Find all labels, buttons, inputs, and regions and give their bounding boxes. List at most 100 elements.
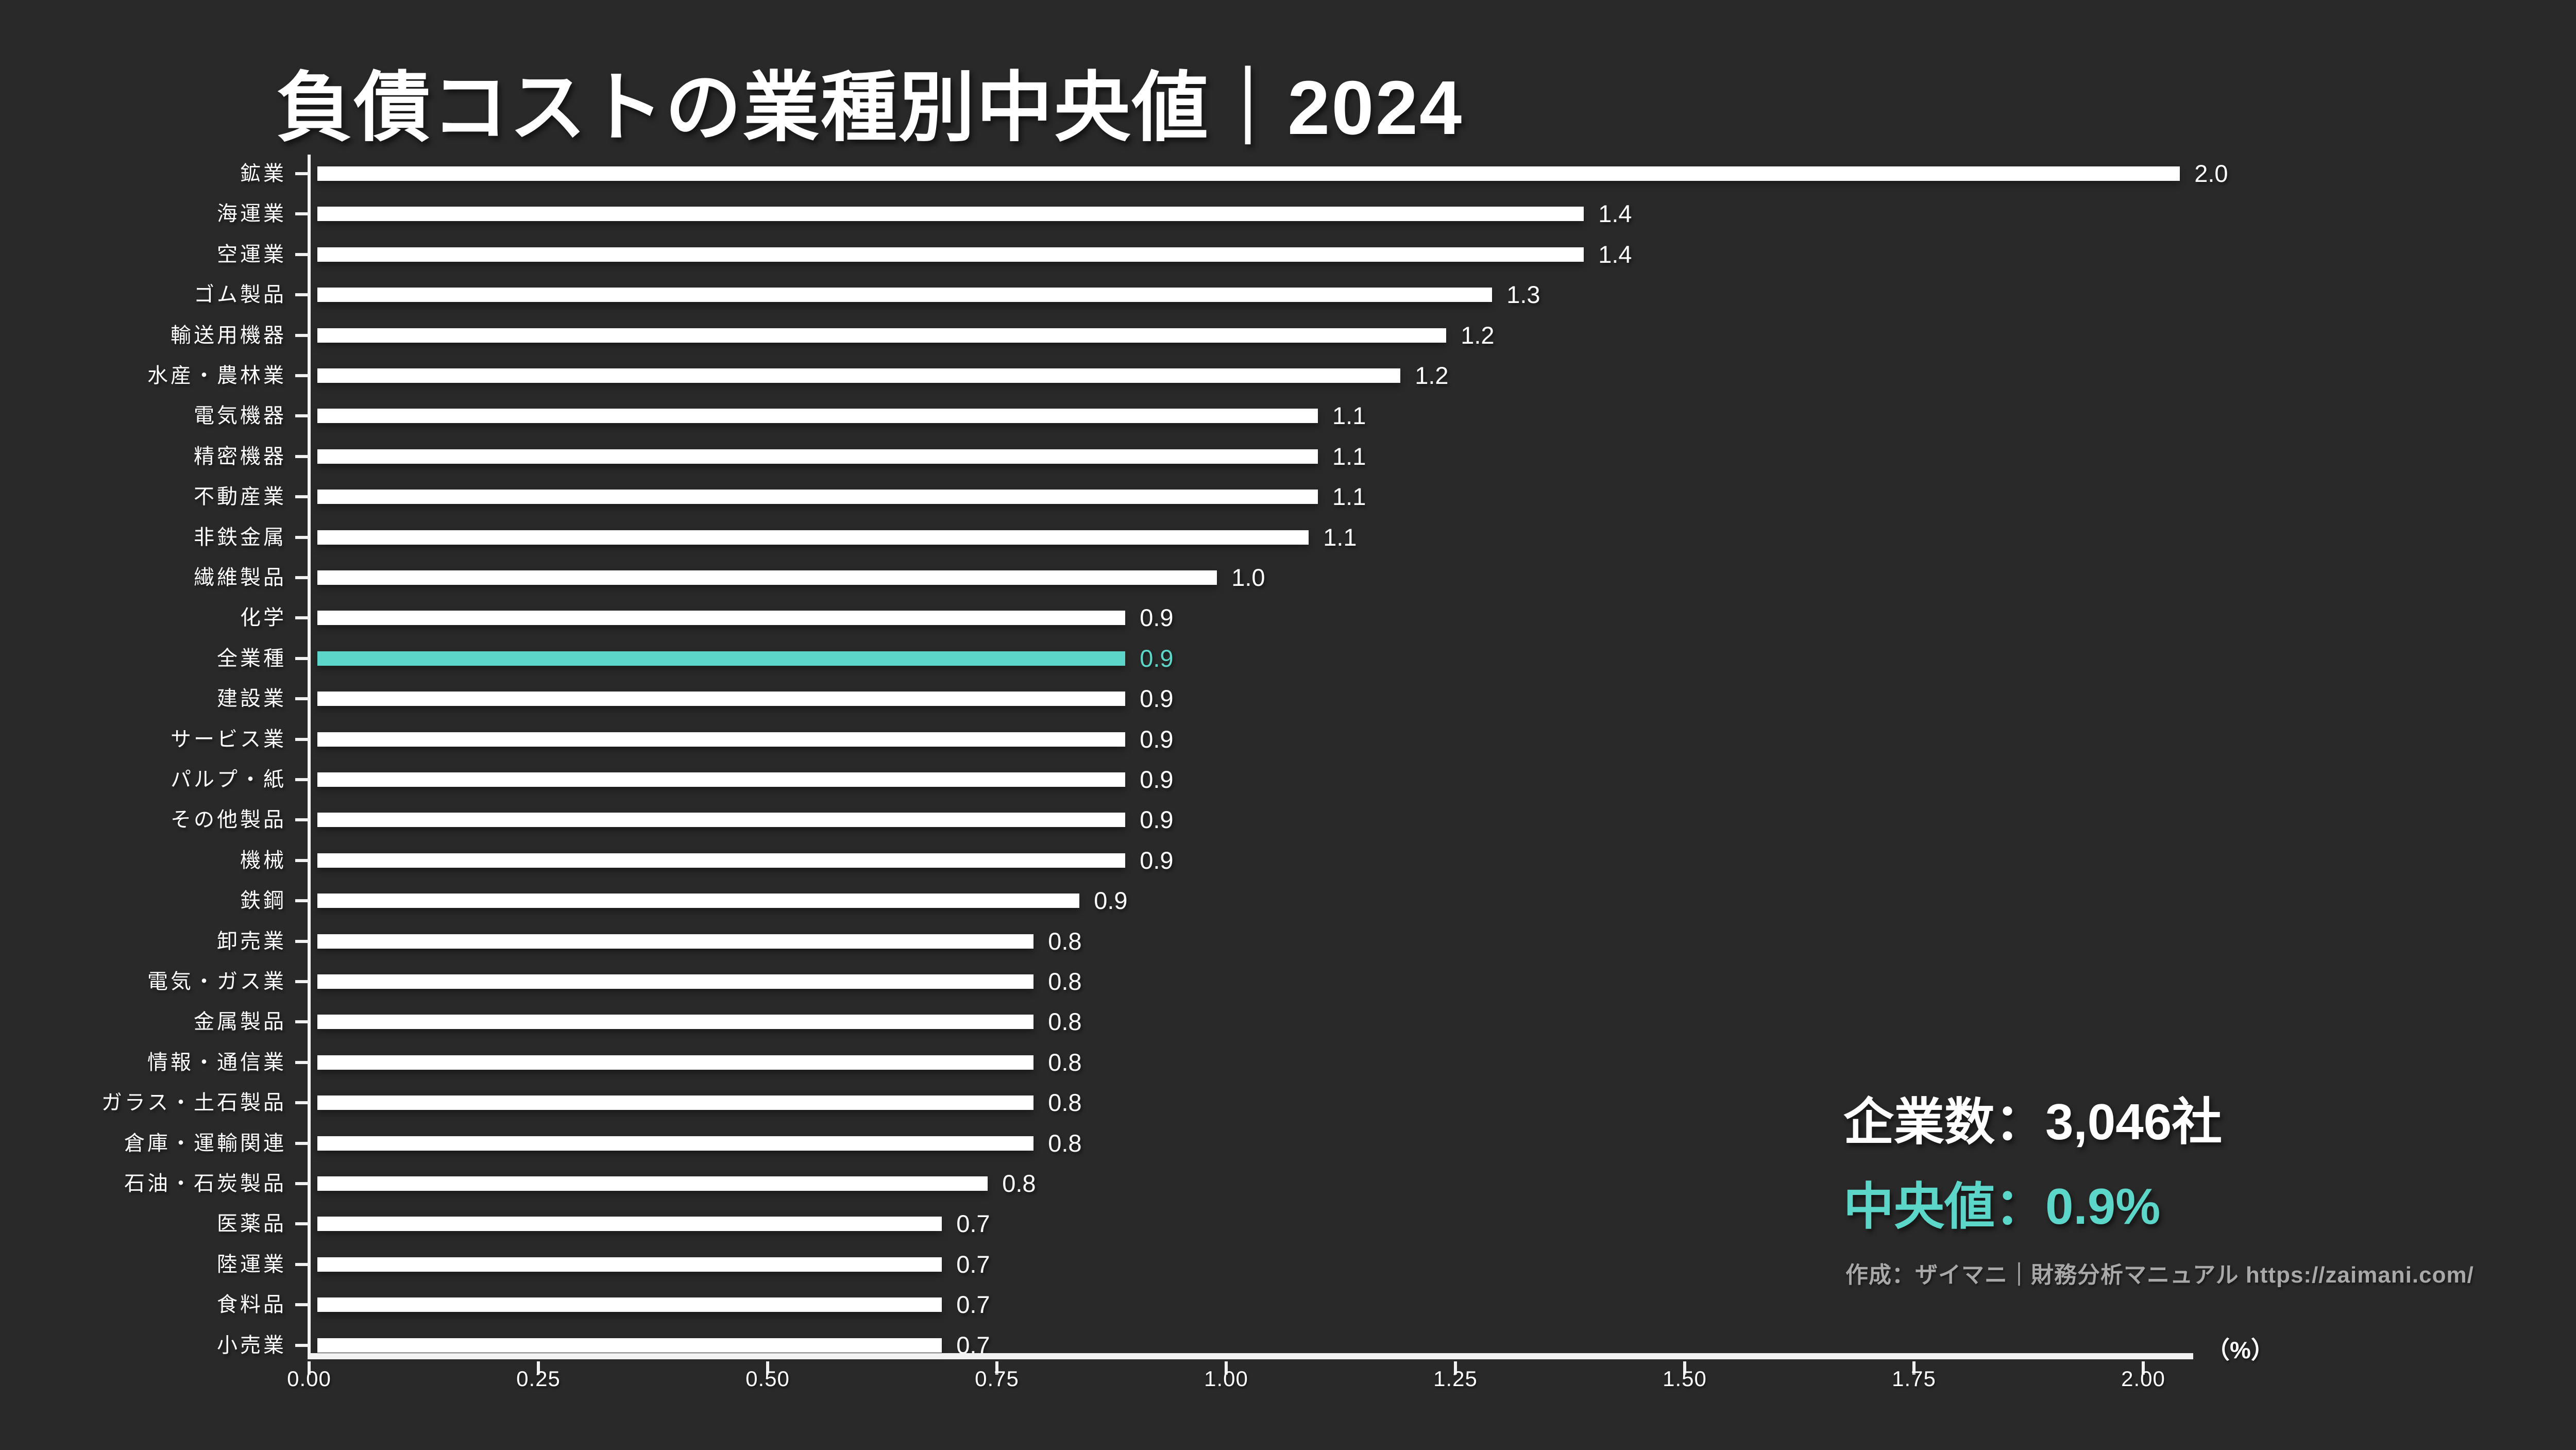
x-axis-tick xyxy=(1912,1361,1916,1375)
x-axis-tick-label: 2.00 xyxy=(2121,1367,2165,1391)
bar-value-label: 0.8 xyxy=(1048,968,1082,995)
category-label: サービス業 xyxy=(171,728,286,751)
category-label: 建設業 xyxy=(217,687,286,711)
bar xyxy=(317,732,1126,747)
bar-value-label: 1.2 xyxy=(1461,321,1495,349)
bar-value-label: 0.9 xyxy=(1140,685,1174,713)
bar xyxy=(317,893,1080,908)
bar xyxy=(317,449,1318,464)
bar-value-label: 0.7 xyxy=(956,1291,990,1319)
x-axis-line xyxy=(308,1353,2193,1359)
y-axis-tick xyxy=(295,333,308,337)
bar xyxy=(317,611,1126,626)
bar xyxy=(317,207,1584,222)
bar xyxy=(317,853,1126,868)
bar-value-label: 0.8 xyxy=(1002,1170,1036,1197)
x-axis-tick-label: 1.00 xyxy=(1204,1367,1248,1391)
category-label: 食料品 xyxy=(217,1293,286,1317)
category-label: 繊維製品 xyxy=(194,566,286,589)
bar xyxy=(317,934,1034,949)
y-axis-tick xyxy=(295,1101,308,1105)
y-axis-tick xyxy=(295,374,308,377)
bar xyxy=(317,166,2180,181)
bar xyxy=(317,1297,942,1312)
y-axis-tick xyxy=(295,414,308,418)
y-axis-tick xyxy=(295,899,308,903)
y-axis-tick xyxy=(295,1182,308,1185)
category-label: 機械 xyxy=(240,849,286,872)
bar-value-label: 1.4 xyxy=(1598,240,1632,268)
x-axis-tick xyxy=(1225,1361,1228,1375)
bar-value-label: 1.1 xyxy=(1332,402,1366,430)
bar-value-label: 0.8 xyxy=(1048,927,1082,955)
y-axis-tick xyxy=(295,1303,308,1307)
y-axis-tick xyxy=(295,939,308,943)
bar xyxy=(317,570,1217,585)
y-axis-tick xyxy=(295,697,308,701)
y-axis-tick xyxy=(295,1141,308,1145)
category-label: 精密機器 xyxy=(194,445,286,468)
bar xyxy=(317,530,1309,545)
y-axis-tick xyxy=(295,576,308,579)
companies-count-text: 企業数：3,046社 xyxy=(1843,1093,2223,1150)
y-axis-tick xyxy=(295,535,308,539)
x-axis-tick-label: 1.75 xyxy=(1892,1367,1936,1391)
x-axis-tick-label: 0.75 xyxy=(975,1367,1019,1391)
bar xyxy=(317,974,1034,989)
bar-highlight xyxy=(317,651,1126,666)
bar-value-label: 1.1 xyxy=(1332,442,1366,470)
y-axis-tick xyxy=(295,858,308,862)
bar-value-label: 0.8 xyxy=(1048,1008,1082,1036)
bar xyxy=(317,1055,1034,1070)
category-label: 小売業 xyxy=(217,1334,286,1357)
category-label: 電気機器 xyxy=(194,404,286,428)
bar xyxy=(317,692,1126,706)
bar xyxy=(317,1176,988,1191)
y-axis-tick xyxy=(295,212,308,216)
bar xyxy=(317,1015,1034,1030)
bar xyxy=(317,490,1318,504)
x-axis-tick xyxy=(1683,1361,1686,1375)
y-axis-tick xyxy=(295,656,308,660)
y-axis-tick xyxy=(295,172,308,175)
category-label: 化学 xyxy=(240,606,286,630)
bar-value-label: 1.3 xyxy=(1506,281,1540,309)
bar-value-label: 0.9 xyxy=(1140,766,1174,793)
y-axis-tick xyxy=(295,818,308,822)
category-label: 海運業 xyxy=(217,203,286,226)
y-axis-tick xyxy=(295,454,308,458)
y-axis-tick xyxy=(295,1262,308,1266)
bar xyxy=(317,772,1126,787)
category-label: 鉱業 xyxy=(240,162,286,185)
category-label: パルプ・紙 xyxy=(171,768,286,791)
x-axis-tick-label: 0.50 xyxy=(745,1367,790,1391)
x-axis-tick xyxy=(995,1361,998,1375)
bar xyxy=(317,1257,942,1272)
category-label: 金属製品 xyxy=(194,1010,286,1034)
category-label: ガラス・土石製品 xyxy=(101,1091,286,1115)
bar-value-label: 1.0 xyxy=(1231,564,1265,591)
x-axis-tick-label: 1.25 xyxy=(1433,1367,1478,1391)
bar-value-label: 0.8 xyxy=(1048,1089,1082,1117)
y-axis-tick xyxy=(295,1343,308,1347)
category-label: 空運業 xyxy=(217,243,286,266)
bar-value-label: 0.9 xyxy=(1094,887,1128,915)
bar xyxy=(317,288,1493,302)
bar-value-label: 1.1 xyxy=(1323,523,1357,551)
category-label: 陸運業 xyxy=(217,1253,286,1276)
bar-value-label: 0.8 xyxy=(1048,1129,1082,1157)
bar-value-label: 0.9 xyxy=(1140,644,1174,672)
bar-value-label: 0.7 xyxy=(956,1250,990,1278)
chart-title: 負債コストの業種別中央値｜2024 xyxy=(276,65,1464,150)
bar-value-label: 0.8 xyxy=(1048,1048,1082,1076)
y-axis-line xyxy=(308,155,311,1355)
bar xyxy=(317,409,1318,424)
x-axis-tick-label: 0.25 xyxy=(516,1367,561,1391)
bar xyxy=(317,1217,942,1232)
category-label: 石油・石炭製品 xyxy=(124,1172,286,1195)
x-axis-tick xyxy=(2142,1361,2145,1375)
category-label: ゴム製品 xyxy=(194,283,286,307)
category-label: 水産・農林業 xyxy=(147,364,286,387)
x-axis-tick xyxy=(308,1361,311,1375)
category-label: 輸送用機器 xyxy=(171,324,286,347)
